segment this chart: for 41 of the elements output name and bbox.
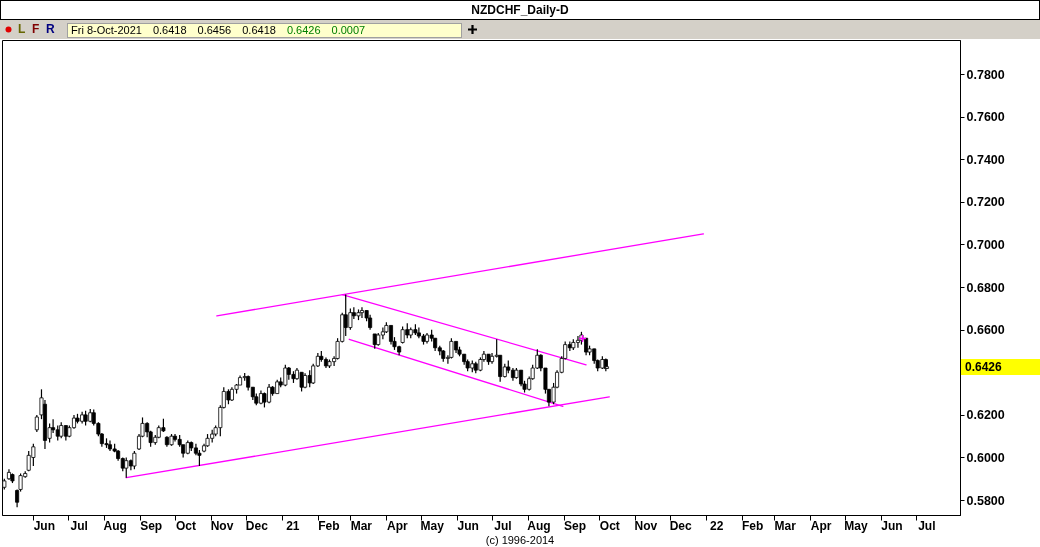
readout-field: Fri 8-Oct-2021 0.6418 0.6456 0.6418 0.6426 0.0007 [67, 23, 462, 38]
y-tick-label: 0.6200 [966, 408, 1005, 423]
x-tick-label: Sep [140, 518, 163, 533]
x-tick-label: Jun [457, 518, 479, 533]
x-tick-label: May [420, 518, 445, 533]
x-tick-label: Feb [318, 518, 340, 533]
x-tick-label: 22 [709, 518, 724, 533]
x-tick-label: Jun [881, 518, 903, 533]
text: (c) 1996-2014 [484, 533, 556, 547]
y-tick-label: 0.7600 [966, 110, 1005, 125]
x-tick-label: Feb [741, 518, 764, 533]
y-tick-label: 0.5800 [966, 493, 1005, 508]
x-tick-label: Dec [669, 518, 692, 533]
text: 0.6426 [961, 358, 1040, 375]
x-tick-label: Oct [599, 518, 620, 533]
x-tick-label: Mar [774, 518, 797, 533]
x-tick-label: Mar [350, 518, 373, 533]
y-tick-label: 0.6600 [966, 323, 1005, 338]
x-tick-label: Apr [386, 518, 408, 533]
x-tick-label: Apr [810, 518, 832, 533]
x-tick-label: Sep [563, 518, 586, 533]
x-tick-label: Oct [175, 518, 196, 533]
y-tick-label: 0.7800 [966, 67, 1005, 82]
y-tick-label: 0.7000 [966, 237, 1005, 252]
y-tick-label: 0.7200 [966, 195, 1005, 210]
y-tick-label: 0.6000 [966, 450, 1005, 465]
x-tick-label: Aug [527, 518, 551, 533]
x-tick-label: 21 [286, 518, 300, 533]
x-tick-label: Nov [210, 518, 234, 533]
chart-title: NZDCHF_Daily-D [0, 0, 1040, 20]
toolbar: L F R Fri 8-Oct-2021 0.6418 0.6456 0.6418 0.6426 0.0007 [0, 20, 1040, 39]
x-tick-label: Jun [33, 518, 55, 533]
x-tick-label: Aug [103, 518, 127, 533]
x-tick-label: Jul [70, 518, 88, 533]
x-tick-label: May [844, 518, 868, 533]
x-tick-label: Nov [634, 518, 658, 533]
y-tick-label: 0.6800 [966, 280, 1005, 295]
x-tick-label: Dec [245, 518, 269, 533]
x-tick-label: Jul [494, 518, 512, 533]
y-tick-label: 0.7400 [966, 152, 1005, 167]
x-tick-label: Jul [918, 518, 936, 533]
